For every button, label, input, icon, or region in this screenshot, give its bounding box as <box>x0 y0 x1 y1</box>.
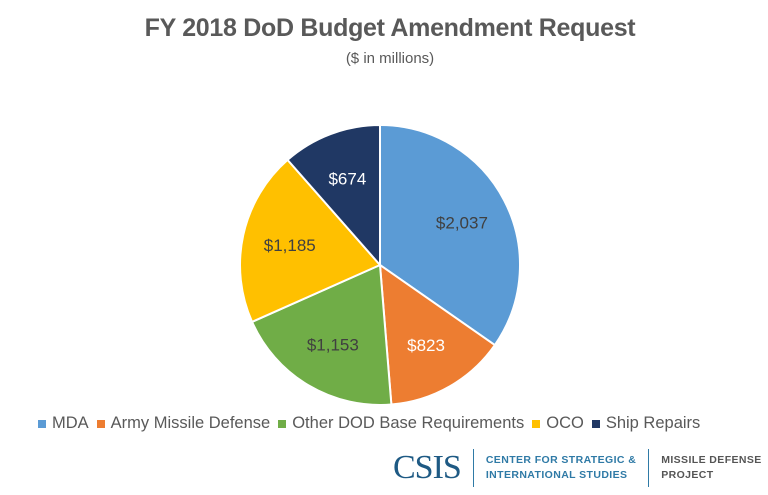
legend-item-army-missile-defense: Army Missile Defense <box>96 414 271 433</box>
pie-slice-oco <box>239 158 382 324</box>
legend-swatch <box>532 419 541 428</box>
legend-item-mda: MDA <box>38 414 89 433</box>
project-line-1: MISSILE DEFENSE <box>661 454 762 466</box>
legend: MDA Army Missile Defense Other DOD Base Re… <box>38 414 738 433</box>
csis-logo: CSIS CENTER FOR STRATEGIC & INTERNATIONA… <box>393 448 762 488</box>
project-line-2: PROJECT <box>661 469 714 481</box>
legend-label: MDA <box>52 414 89 432</box>
data-label-ship-repairs: $674 <box>328 170 366 189</box>
pie-slice-army-missile-defense <box>378 262 497 406</box>
legend-swatch <box>38 419 46 428</box>
legend-item-oco: OCO <box>532 414 584 433</box>
legend-swatch <box>96 419 105 428</box>
logo-project-name: MISSILE DEFENSE PROJECT <box>661 453 762 483</box>
org-line-1: CENTER FOR STRATEGIC & <box>485 454 637 466</box>
org-line-2: INTERNATIONAL STUDIES <box>485 469 628 481</box>
pie-slice-ship-repairs <box>286 123 381 268</box>
legend-label: Other DOD Base Requirements <box>292 414 525 432</box>
legend-swatch <box>591 419 600 428</box>
legend-label: Ship Repairs <box>605 414 701 432</box>
pie-slice-other-dod-base-requirements <box>250 263 393 406</box>
logo-divider <box>472 449 474 487</box>
logo-org-name: CENTER FOR STRATEGIC & INTERNATIONAL STU… <box>486 453 636 483</box>
legend-label: Army Missile Defense <box>110 414 271 432</box>
data-label-mda: $2,037 <box>436 213 488 232</box>
legend-swatch <box>278 419 287 428</box>
chart-subtitle: ($ in millions) <box>345 50 435 67</box>
legend-item-ship-repairs: Ship Repairs <box>591 414 701 433</box>
legend-label: OCO <box>546 414 584 432</box>
data-label-oco: $1,185 <box>264 236 316 255</box>
data-label-other-dod-base-requirements: $1,153 <box>307 335 359 354</box>
legend-item-other-dod-base-requirements: Other DOD Base Requirements <box>278 414 524 433</box>
chart-title: FY 2018 DoD Budget Amendment Request <box>144 14 636 42</box>
data-label-army-missile-defense: $823 <box>407 336 445 355</box>
csis-wordmark: CSIS <box>393 449 462 486</box>
pie-slice-mda <box>379 123 521 347</box>
logo-divider <box>648 449 650 487</box>
